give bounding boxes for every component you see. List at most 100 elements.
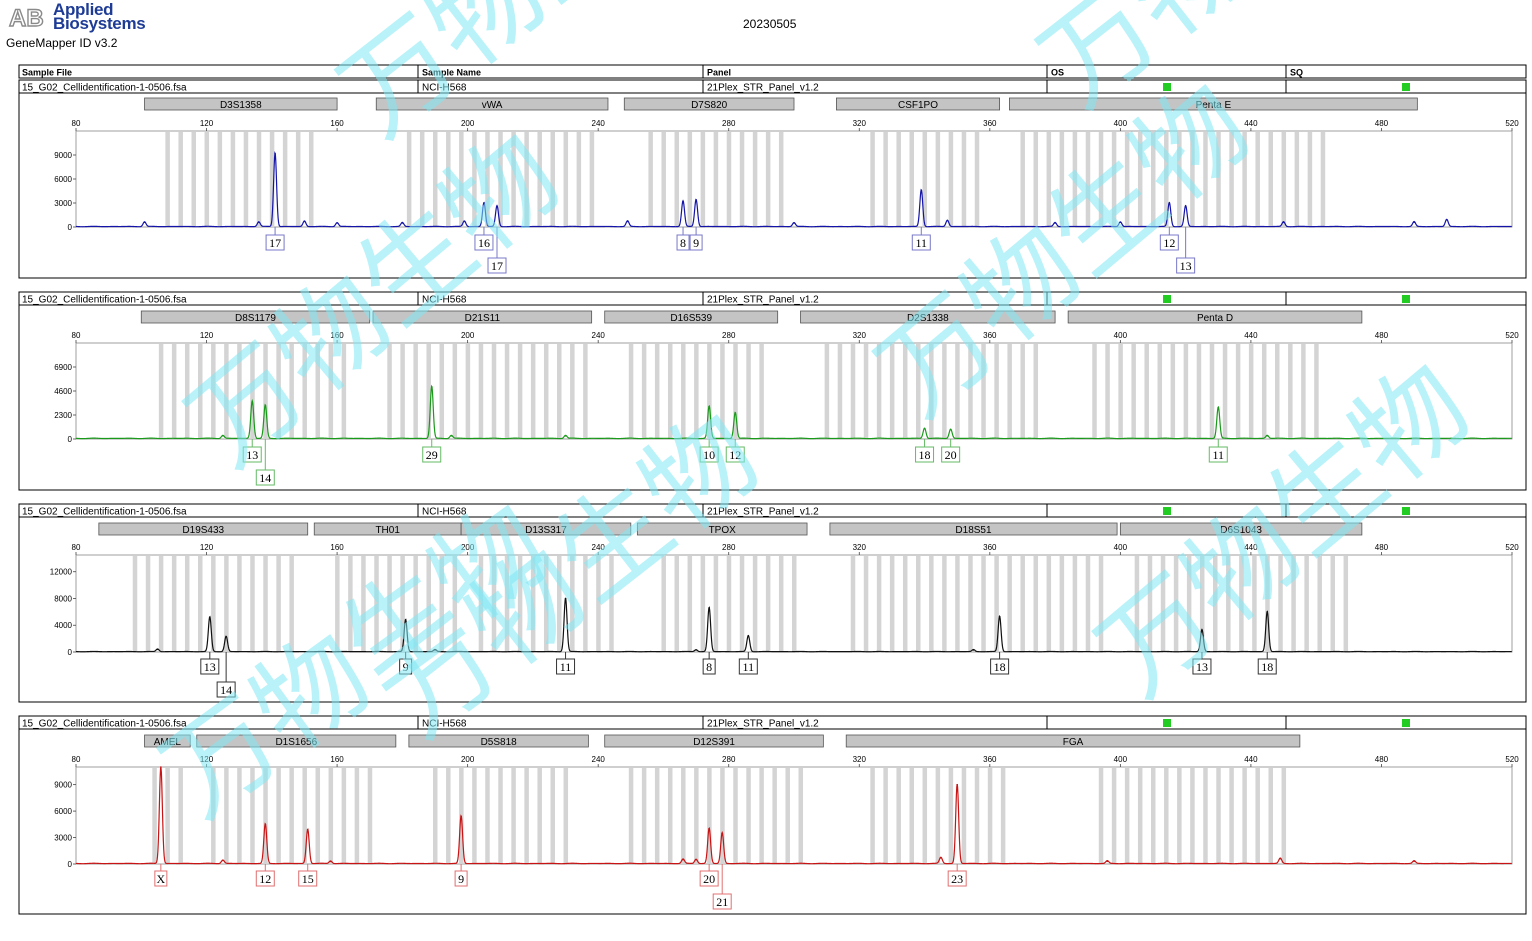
peak-mark	[564, 597, 567, 600]
allele-call-label: 13	[204, 660, 216, 674]
allele-bin	[1007, 556, 1012, 652]
allele-bin	[1317, 556, 1322, 652]
allele-bin	[916, 556, 921, 652]
allele-bin	[987, 768, 993, 864]
allele-bin	[400, 556, 405, 652]
allele-bin	[667, 768, 673, 864]
allele-bin	[152, 768, 157, 864]
peak-mark	[923, 427, 926, 430]
allele-bin	[1242, 768, 1247, 864]
allele-bin	[1092, 344, 1097, 439]
allele-bin	[1105, 344, 1110, 439]
y-tick-label: 6000	[54, 807, 72, 816]
peak-mark	[682, 200, 684, 203]
x-tick-label: 360	[983, 119, 997, 128]
allele-bin	[700, 556, 706, 652]
allele-bin	[694, 768, 699, 864]
allele-bin	[250, 344, 255, 439]
allele-bin	[184, 344, 190, 439]
allele-bin	[883, 132, 888, 227]
allele-call-label: 11	[916, 236, 928, 250]
allele-bin	[224, 768, 229, 864]
allele-bin	[752, 556, 758, 652]
allele-call-label: 21	[716, 895, 728, 909]
sample-panel-2: 15_G02_Cellidentification-1-0506.fsa NCI-…	[18, 291, 1527, 491]
allele-bin	[1033, 556, 1039, 652]
allele-bin	[524, 132, 529, 227]
allele-label-box	[947, 870, 967, 887]
allele-bin	[961, 768, 967, 864]
allele-bin	[184, 556, 190, 652]
allele-call-label: 17	[491, 259, 503, 273]
x-tick-label: 520	[1505, 755, 1519, 764]
allele-bin	[302, 768, 307, 864]
allele-bin	[158, 556, 164, 652]
allele-bin	[798, 768, 804, 864]
marker-bar	[408, 734, 589, 748]
allele-bin	[1170, 344, 1176, 439]
allele-bin	[752, 132, 758, 227]
allele-bin	[198, 344, 203, 439]
allele-label-box	[1208, 446, 1228, 463]
allele-bin	[263, 768, 268, 864]
allele-label-box	[699, 446, 719, 463]
allele-bin	[289, 768, 294, 864]
peak-mark	[564, 435, 567, 437]
allele-bin	[472, 768, 477, 864]
x-tick-label: 360	[983, 755, 997, 764]
allele-bin	[1265, 556, 1270, 652]
peak-mark	[1282, 221, 1285, 223]
column-header-sq: SQ	[1290, 68, 1303, 78]
allele-bin	[478, 556, 484, 652]
x-tick-label: 80	[72, 543, 81, 552]
allele-bin	[824, 344, 830, 439]
allele-bin	[439, 556, 445, 652]
x-tick-label: 360	[983, 331, 997, 340]
allele-bin	[165, 132, 170, 227]
allele-bin	[1268, 768, 1273, 864]
sample-file-value: 15_G02_Cellidentification-1-0506.fsa	[22, 719, 187, 730]
peak-mark	[998, 615, 1001, 618]
peak-mark	[695, 649, 697, 651]
peak-mark	[222, 435, 224, 437]
marker-label: D6S1043	[1220, 525, 1262, 536]
allele-bin	[537, 132, 542, 227]
allele-bin	[929, 556, 934, 652]
allele-bin	[570, 344, 575, 439]
x-tick-label: 200	[461, 755, 475, 764]
allele-bin	[733, 344, 738, 439]
x-tick-label: 480	[1375, 755, 1389, 764]
allele-bin	[896, 132, 901, 227]
x-tick-label: 280	[722, 119, 736, 128]
allele-bin	[720, 344, 725, 439]
peak-mark	[1054, 222, 1056, 224]
x-tick-label: 240	[592, 119, 606, 128]
allele-bin	[178, 132, 183, 227]
y-tick-label: 3000	[54, 834, 72, 843]
y-tick-label: 0	[68, 648, 73, 657]
allele-bin	[204, 132, 210, 227]
peak-mark	[434, 649, 436, 651]
peak-mark	[483, 202, 485, 204]
allele-label-box	[702, 658, 716, 675]
allele-call-label: 14	[259, 471, 271, 485]
allele-bin	[942, 344, 947, 439]
allele-bin	[726, 556, 732, 652]
allele-bin	[550, 768, 555, 864]
allele-bin	[1291, 556, 1296, 652]
allele-call-label: 18	[1261, 660, 1273, 674]
sample-name-value: NCI-H568	[422, 295, 467, 306]
y-tick-label: 0	[68, 435, 73, 444]
allele-bin	[406, 132, 412, 227]
allele-bin	[243, 132, 249, 227]
peak-mark	[209, 616, 211, 619]
allele-bin	[1085, 132, 1091, 227]
peak-mark	[920, 189, 923, 191]
peak-mark	[1266, 435, 1269, 437]
allele-bin	[413, 344, 418, 439]
marker-label: D7S820	[691, 100, 728, 111]
allele-label-box	[399, 658, 413, 675]
allele-label-box	[1159, 234, 1179, 251]
allele-bin	[1098, 556, 1104, 652]
